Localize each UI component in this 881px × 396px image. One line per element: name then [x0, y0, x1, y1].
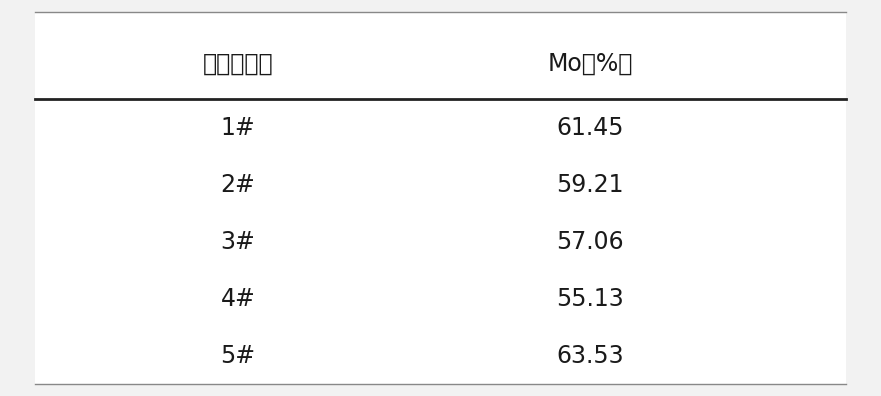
Text: 61.45: 61.45 — [557, 116, 624, 139]
Text: 3#: 3# — [220, 230, 255, 253]
Text: 59.21: 59.21 — [557, 173, 624, 196]
Text: 标准样品号: 标准样品号 — [203, 51, 273, 75]
Text: 5#: 5# — [220, 344, 255, 367]
FancyBboxPatch shape — [35, 12, 846, 384]
Text: Mo（%）: Mo（%） — [548, 51, 633, 75]
Text: 55.13: 55.13 — [557, 287, 624, 310]
Text: 2#: 2# — [220, 173, 255, 196]
Text: 4#: 4# — [220, 287, 255, 310]
Text: 63.53: 63.53 — [557, 344, 624, 367]
Text: 1#: 1# — [220, 116, 255, 139]
Text: 57.06: 57.06 — [557, 230, 624, 253]
